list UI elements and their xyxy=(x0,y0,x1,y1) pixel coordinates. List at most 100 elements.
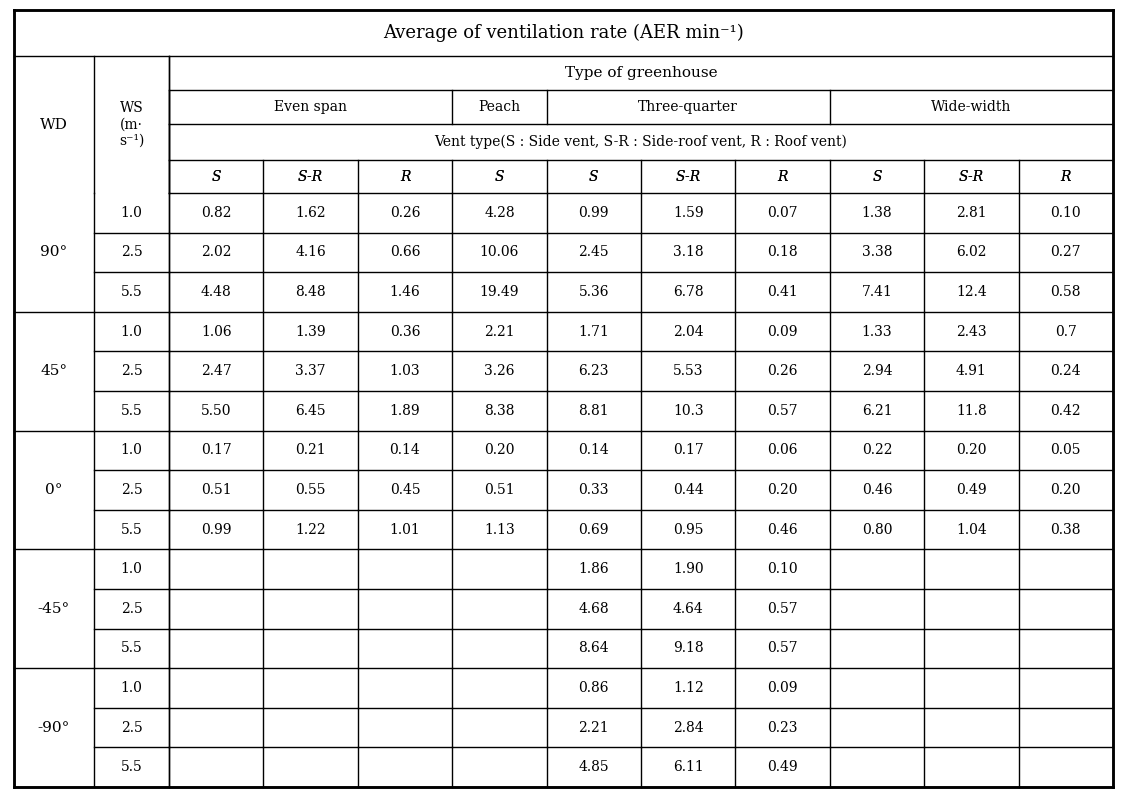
Text: 6.45: 6.45 xyxy=(295,404,326,418)
Text: 0.82: 0.82 xyxy=(201,206,231,220)
Text: 0.21: 0.21 xyxy=(295,443,326,457)
Text: S: S xyxy=(212,170,221,183)
Text: 0.49: 0.49 xyxy=(767,760,798,774)
Text: R: R xyxy=(400,170,410,183)
Text: 8.81: 8.81 xyxy=(578,404,609,418)
Text: 6.11: 6.11 xyxy=(673,760,703,774)
Text: R: R xyxy=(1061,170,1071,183)
Text: 2.21: 2.21 xyxy=(485,324,515,339)
Text: 0.57: 0.57 xyxy=(767,642,798,655)
Text: 3.38: 3.38 xyxy=(862,245,893,259)
Text: 11.8: 11.8 xyxy=(956,404,987,418)
Text: 6.78: 6.78 xyxy=(673,285,703,299)
Text: R: R xyxy=(778,170,788,183)
Text: 0.41: 0.41 xyxy=(767,285,798,299)
Text: 4.68: 4.68 xyxy=(578,602,609,616)
Text: 2.5: 2.5 xyxy=(121,245,142,259)
Text: Peach: Peach xyxy=(478,100,521,114)
Text: 2.81: 2.81 xyxy=(956,206,987,220)
Text: 0.09: 0.09 xyxy=(767,324,798,339)
Text: 0.95: 0.95 xyxy=(673,523,703,536)
Text: 5.50: 5.50 xyxy=(201,404,231,418)
Text: 0.10: 0.10 xyxy=(1050,206,1081,220)
Text: 10.06: 10.06 xyxy=(480,245,520,259)
Text: 1.0: 1.0 xyxy=(121,681,142,695)
Text: 0.26: 0.26 xyxy=(767,364,798,379)
Text: 8.38: 8.38 xyxy=(485,404,515,418)
Text: 0.7: 0.7 xyxy=(1055,324,1076,339)
Text: 9.18: 9.18 xyxy=(673,642,703,655)
Text: S-R: S-R xyxy=(298,170,323,183)
Text: Three-quarter: Three-quarter xyxy=(638,100,738,114)
Text: 5.5: 5.5 xyxy=(121,404,142,418)
Text: 1.62: 1.62 xyxy=(295,206,326,220)
Text: 5.53: 5.53 xyxy=(673,364,703,379)
Text: 1.0: 1.0 xyxy=(121,443,142,457)
Text: 2.43: 2.43 xyxy=(956,324,987,339)
Text: S: S xyxy=(872,170,881,183)
Text: 2.45: 2.45 xyxy=(578,245,609,259)
Text: 1.01: 1.01 xyxy=(390,523,420,536)
Text: 2.5: 2.5 xyxy=(121,602,142,616)
Text: 1.12: 1.12 xyxy=(673,681,703,695)
Text: 5.5: 5.5 xyxy=(121,760,142,774)
Text: S: S xyxy=(589,170,598,183)
Text: 0.80: 0.80 xyxy=(862,523,893,536)
Text: 0.57: 0.57 xyxy=(767,404,798,418)
Text: 2.47: 2.47 xyxy=(201,364,231,379)
Text: 1.03: 1.03 xyxy=(390,364,420,379)
Text: 0.07: 0.07 xyxy=(767,206,798,220)
Text: Even span: Even span xyxy=(274,100,347,114)
Text: 0.17: 0.17 xyxy=(673,443,703,457)
Text: S-R: S-R xyxy=(298,170,323,183)
Text: 4.48: 4.48 xyxy=(201,285,231,299)
Text: 3.18: 3.18 xyxy=(673,245,703,259)
Text: 2.21: 2.21 xyxy=(578,720,609,735)
Text: 0.55: 0.55 xyxy=(295,483,326,497)
Text: 0.86: 0.86 xyxy=(578,681,609,695)
Text: R: R xyxy=(778,170,788,183)
Text: 19.49: 19.49 xyxy=(480,285,520,299)
Text: 1.06: 1.06 xyxy=(201,324,231,339)
Text: 0.17: 0.17 xyxy=(201,443,231,457)
Text: S-R: S-R xyxy=(959,170,984,183)
Text: 1.86: 1.86 xyxy=(578,562,609,576)
Text: 1.38: 1.38 xyxy=(862,206,893,220)
Text: 1.13: 1.13 xyxy=(483,523,515,536)
Text: 7.41: 7.41 xyxy=(861,285,893,299)
Text: 0.14: 0.14 xyxy=(390,443,420,457)
Text: 8.48: 8.48 xyxy=(295,285,326,299)
Text: 90°: 90° xyxy=(41,245,68,259)
Text: 8.64: 8.64 xyxy=(578,642,609,655)
Text: 4.16: 4.16 xyxy=(295,245,326,259)
Text: 2.5: 2.5 xyxy=(121,720,142,735)
Text: 0.44: 0.44 xyxy=(673,483,703,497)
Text: Type of greenhouse: Type of greenhouse xyxy=(565,66,717,80)
Text: 0.58: 0.58 xyxy=(1050,285,1081,299)
Text: 0.66: 0.66 xyxy=(390,245,420,259)
Text: 1.0: 1.0 xyxy=(121,206,142,220)
Text: 0.69: 0.69 xyxy=(578,523,609,536)
Text: 5.36: 5.36 xyxy=(578,285,609,299)
Text: 1.33: 1.33 xyxy=(862,324,893,339)
Text: S-R: S-R xyxy=(675,170,701,183)
Text: 0.38: 0.38 xyxy=(1050,523,1081,536)
Text: 2.5: 2.5 xyxy=(121,483,142,497)
Text: 1.0: 1.0 xyxy=(121,562,142,576)
Text: Vent type(S : Side vent, S-R : Side-roof vent, R : Roof vent): Vent type(S : Side vent, S-R : Side-roof… xyxy=(435,135,848,149)
Text: 1.90: 1.90 xyxy=(673,562,703,576)
Text: 4.64: 4.64 xyxy=(673,602,703,616)
Text: S: S xyxy=(872,170,881,183)
Text: WS
(m·
s⁻¹): WS (m· s⁻¹) xyxy=(118,101,144,147)
Text: -90°: -90° xyxy=(38,720,70,735)
Text: S: S xyxy=(212,170,221,183)
Text: 6.23: 6.23 xyxy=(578,364,609,379)
Text: 2.94: 2.94 xyxy=(862,364,893,379)
Text: Wide-width: Wide-width xyxy=(931,100,1012,114)
Text: S-R: S-R xyxy=(959,170,984,183)
Text: 4.28: 4.28 xyxy=(485,206,515,220)
Text: 1.04: 1.04 xyxy=(956,523,987,536)
Text: 2.04: 2.04 xyxy=(673,324,703,339)
Text: 45°: 45° xyxy=(41,364,68,379)
Text: 0.20: 0.20 xyxy=(1050,483,1081,497)
